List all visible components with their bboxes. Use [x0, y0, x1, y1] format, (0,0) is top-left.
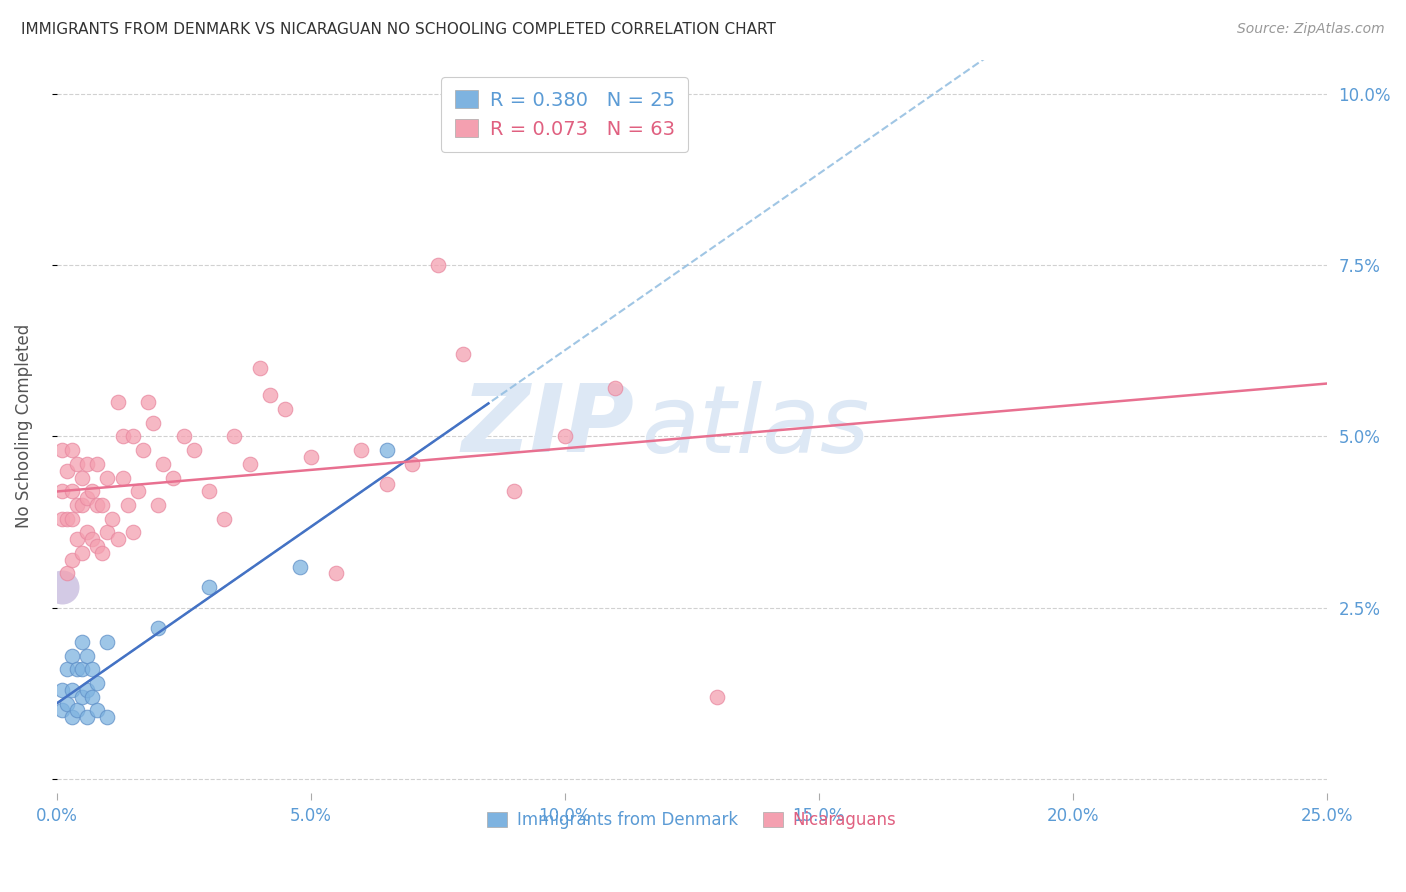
Point — [66, 457, 89, 471]
Point — [51, 443, 73, 458]
Point — [76, 457, 98, 471]
Point — [86, 703, 108, 717]
Point — [51, 484, 73, 499]
Point — [173, 429, 195, 443]
Point — [51, 580, 73, 594]
Point — [107, 532, 129, 546]
Point — [198, 484, 221, 499]
Point — [86, 457, 108, 471]
Point — [142, 416, 165, 430]
Point — [60, 552, 83, 566]
Point — [224, 429, 246, 443]
Point — [121, 525, 143, 540]
Point — [76, 491, 98, 505]
Point — [82, 690, 104, 704]
Point — [91, 546, 114, 560]
Point — [214, 511, 236, 525]
Point — [117, 498, 139, 512]
Point — [375, 477, 398, 491]
Point — [127, 484, 149, 499]
Point — [132, 443, 155, 458]
Point — [60, 443, 83, 458]
Point — [82, 662, 104, 676]
Point — [706, 690, 728, 704]
Point — [51, 703, 73, 717]
Point — [198, 580, 221, 594]
Point — [259, 388, 281, 402]
Point — [96, 635, 118, 649]
Point — [76, 682, 98, 697]
Point — [121, 429, 143, 443]
Point — [299, 450, 322, 464]
Point — [86, 676, 108, 690]
Point — [290, 559, 312, 574]
Point — [274, 402, 297, 417]
Point — [401, 457, 423, 471]
Legend: Immigrants from Denmark, Nicaraguans: Immigrants from Denmark, Nicaraguans — [479, 805, 903, 836]
Text: Source: ZipAtlas.com: Source: ZipAtlas.com — [1237, 22, 1385, 37]
Point — [605, 381, 627, 395]
Point — [86, 498, 108, 512]
Point — [554, 429, 576, 443]
Point — [502, 484, 524, 499]
Point — [60, 511, 83, 525]
Point — [111, 429, 134, 443]
Point — [148, 621, 170, 635]
Text: ZIP: ZIP — [461, 380, 634, 472]
Point — [70, 690, 93, 704]
Point — [76, 525, 98, 540]
Point — [111, 470, 134, 484]
Point — [70, 635, 93, 649]
Point — [96, 470, 118, 484]
Point — [66, 532, 89, 546]
Point — [55, 464, 77, 478]
Point — [183, 443, 205, 458]
Point — [350, 443, 373, 458]
Point — [70, 498, 93, 512]
Text: atlas: atlas — [641, 381, 869, 472]
Point — [60, 648, 83, 663]
Point — [249, 360, 271, 375]
Point — [375, 443, 398, 458]
Point — [162, 470, 184, 484]
Point — [82, 484, 104, 499]
Point — [96, 710, 118, 724]
Point — [51, 682, 73, 697]
Point — [51, 511, 73, 525]
Point — [136, 395, 159, 409]
Point — [66, 662, 89, 676]
Point — [66, 703, 89, 717]
Point — [66, 498, 89, 512]
Y-axis label: No Schooling Completed: No Schooling Completed — [15, 324, 32, 528]
Point — [91, 498, 114, 512]
Point — [55, 511, 77, 525]
Point — [55, 566, 77, 581]
Point — [76, 710, 98, 724]
Point — [96, 525, 118, 540]
Point — [82, 532, 104, 546]
Point — [60, 710, 83, 724]
Point — [152, 457, 174, 471]
Point — [426, 258, 449, 272]
Point — [101, 511, 124, 525]
Point — [55, 697, 77, 711]
Point — [239, 457, 262, 471]
Point — [86, 539, 108, 553]
Point — [70, 470, 93, 484]
Point — [325, 566, 347, 581]
Point — [60, 682, 83, 697]
Point — [60, 484, 83, 499]
Point — [148, 498, 170, 512]
Point — [70, 546, 93, 560]
Point — [107, 395, 129, 409]
Text: IMMIGRANTS FROM DENMARK VS NICARAGUAN NO SCHOOLING COMPLETED CORRELATION CHART: IMMIGRANTS FROM DENMARK VS NICARAGUAN NO… — [21, 22, 776, 37]
Point — [76, 648, 98, 663]
Point — [55, 662, 77, 676]
Point — [451, 347, 474, 361]
Point — [70, 662, 93, 676]
